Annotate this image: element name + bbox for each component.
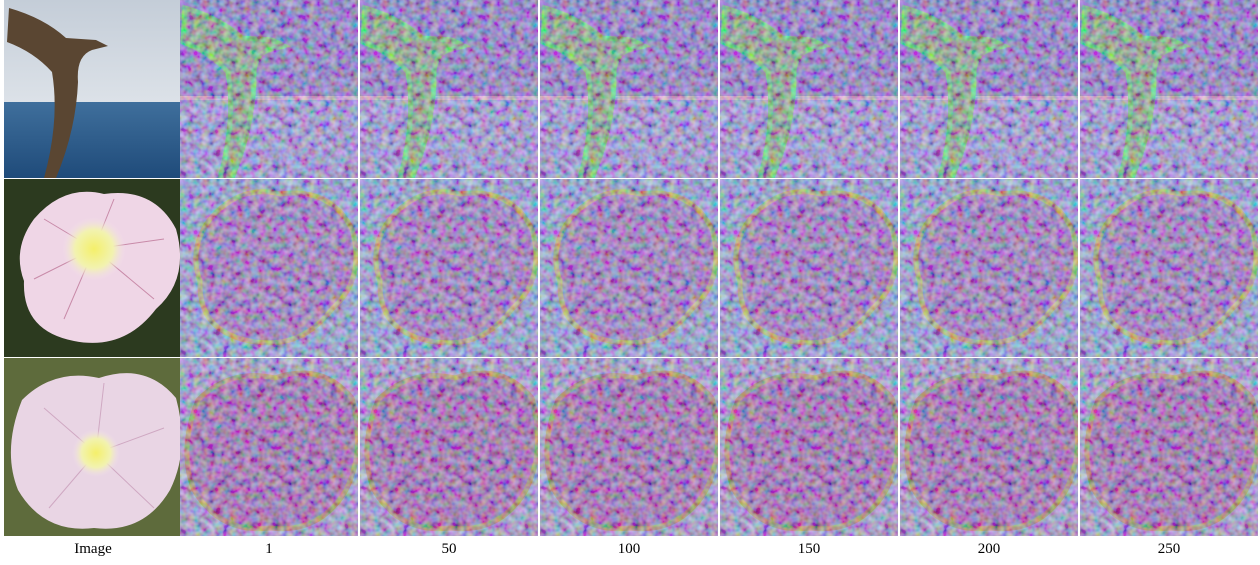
column-label: 50 bbox=[442, 541, 457, 557]
feature-map bbox=[180, 358, 358, 536]
feature-map bbox=[900, 358, 1078, 536]
feature-map bbox=[180, 0, 358, 178]
feature-map bbox=[720, 358, 898, 536]
column-label: 200 bbox=[978, 541, 1001, 557]
column-label: 1 bbox=[265, 541, 273, 557]
feature-map bbox=[900, 0, 1078, 178]
feature-map bbox=[900, 179, 1078, 357]
feature-map bbox=[1080, 0, 1258, 178]
feature-map bbox=[180, 179, 358, 357]
input-image bbox=[4, 0, 182, 178]
input-image bbox=[4, 358, 182, 536]
feature-map bbox=[1080, 179, 1258, 357]
column-label: 150 bbox=[798, 541, 821, 557]
feature-map bbox=[1080, 358, 1258, 536]
feature-map bbox=[360, 358, 538, 536]
column-label: Image bbox=[74, 541, 112, 557]
feature-map bbox=[540, 358, 718, 536]
feature-map bbox=[720, 0, 898, 178]
input-image bbox=[4, 179, 182, 357]
column-label: 100 bbox=[618, 541, 641, 557]
feature-map bbox=[360, 0, 538, 178]
feature-map bbox=[540, 0, 718, 178]
feature-map bbox=[540, 179, 718, 357]
feature-map bbox=[720, 179, 898, 357]
feature-map bbox=[360, 179, 538, 357]
column-label: 250 bbox=[1158, 541, 1181, 557]
